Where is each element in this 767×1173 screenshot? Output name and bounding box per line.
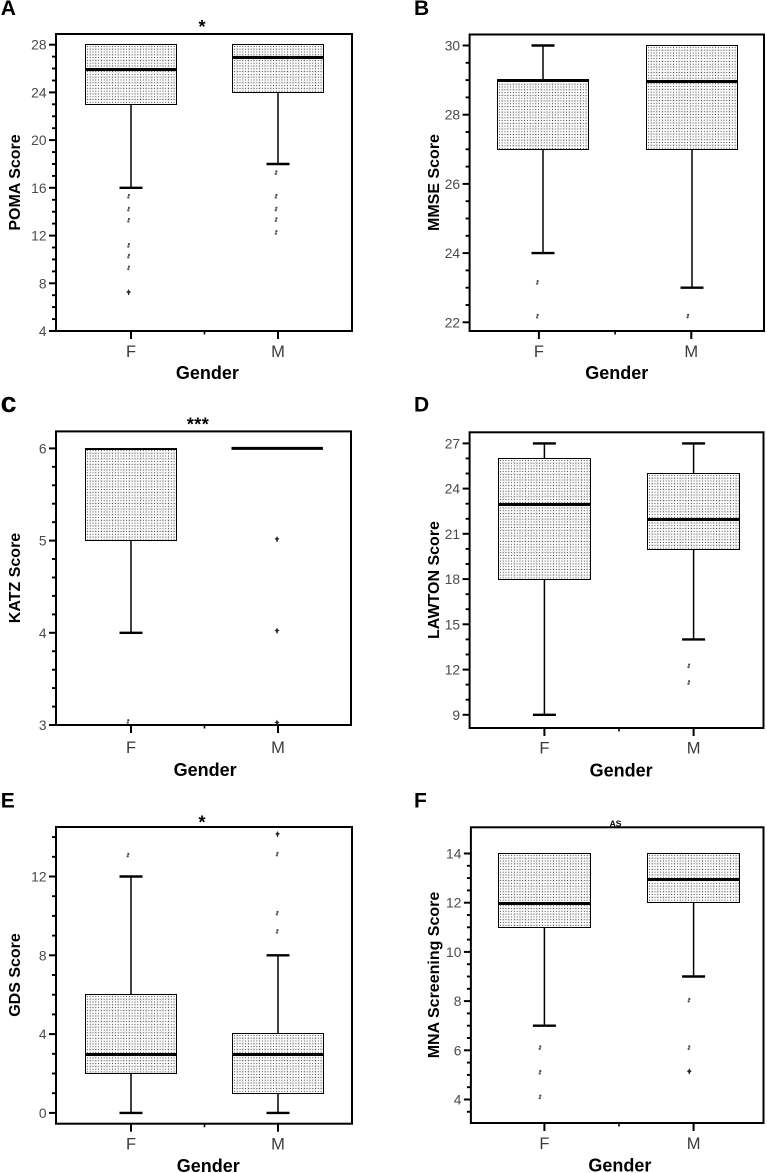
svg-text:A: A <box>1 0 16 20</box>
svg-text:E: E <box>1 790 15 813</box>
svg-text:Gender: Gender <box>177 1156 240 1173</box>
svg-text:F: F <box>126 739 136 757</box>
svg-text:8: 8 <box>39 276 47 291</box>
svg-text:5: 5 <box>39 534 47 549</box>
svg-text:M: M <box>687 1135 701 1153</box>
svg-text:16: 16 <box>31 181 47 196</box>
svg-text:*: * <box>198 17 205 37</box>
svg-text:24: 24 <box>31 85 47 100</box>
svg-text:M: M <box>687 739 701 757</box>
svg-text:27: 27 <box>445 436 460 451</box>
svg-text:F: F <box>539 739 549 757</box>
svg-text:8: 8 <box>454 994 462 1009</box>
svg-text:M: M <box>271 343 285 361</box>
svg-text:4: 4 <box>39 324 47 339</box>
svg-text:GDS Score: GDS Score <box>7 933 24 1017</box>
svg-text:21: 21 <box>445 527 460 542</box>
svg-text:24: 24 <box>445 246 461 261</box>
svg-text:F: F <box>126 1136 136 1154</box>
svg-text:10: 10 <box>446 945 462 960</box>
svg-text:6: 6 <box>39 441 47 456</box>
svg-text:24: 24 <box>445 482 461 497</box>
svg-text:M: M <box>684 343 698 361</box>
svg-text:Gender: Gender <box>588 1156 651 1173</box>
svg-text:F: F <box>414 789 427 812</box>
svg-text:***: *** <box>187 414 209 434</box>
svg-text:AS: AS <box>610 819 622 829</box>
svg-text:F: F <box>534 343 544 361</box>
svg-text:20: 20 <box>31 133 47 148</box>
svg-text:MNA Screening Score: MNA Screening Score <box>426 892 443 1059</box>
svg-text:6: 6 <box>454 1043 462 1058</box>
svg-text:Gender: Gender <box>590 761 653 781</box>
svg-text:POMA Score: POMA Score <box>7 134 24 230</box>
svg-text:4: 4 <box>454 1093 462 1108</box>
svg-text:Gender: Gender <box>585 363 648 383</box>
svg-text:LAWTON Score: LAWTON Score <box>426 521 443 639</box>
svg-text:Gender: Gender <box>176 363 239 383</box>
svg-text:26: 26 <box>445 177 461 192</box>
svg-text:4: 4 <box>39 1027 47 1042</box>
svg-text:MMSE Score: MMSE Score <box>426 134 443 231</box>
svg-text:12: 12 <box>31 229 46 244</box>
svg-text:*: * <box>198 812 205 832</box>
svg-text:D: D <box>414 394 429 417</box>
svg-text:4: 4 <box>39 626 47 641</box>
svg-text:9: 9 <box>452 708 460 723</box>
svg-text:3: 3 <box>39 718 47 733</box>
svg-text:18: 18 <box>445 572 461 587</box>
svg-text:B: B <box>414 0 429 20</box>
svg-text:8: 8 <box>39 948 47 963</box>
svg-text:22: 22 <box>445 315 460 330</box>
svg-text:30: 30 <box>445 39 461 54</box>
svg-text:M: M <box>271 1136 285 1154</box>
svg-text:Gender: Gender <box>174 760 237 780</box>
svg-text:c: c <box>1 387 17 419</box>
svg-text:28: 28 <box>445 108 461 123</box>
svg-text:12: 12 <box>445 663 460 678</box>
svg-text:0: 0 <box>39 1106 47 1121</box>
svg-text:15: 15 <box>445 617 461 632</box>
svg-text:28: 28 <box>31 38 47 53</box>
svg-text:14: 14 <box>446 847 462 862</box>
svg-text:12: 12 <box>31 870 46 885</box>
svg-text:KATZ Score: KATZ Score <box>7 533 24 623</box>
svg-text:F: F <box>126 343 136 361</box>
svg-text:M: M <box>271 739 285 757</box>
svg-text:F: F <box>539 1135 549 1153</box>
svg-text:12: 12 <box>446 896 461 911</box>
